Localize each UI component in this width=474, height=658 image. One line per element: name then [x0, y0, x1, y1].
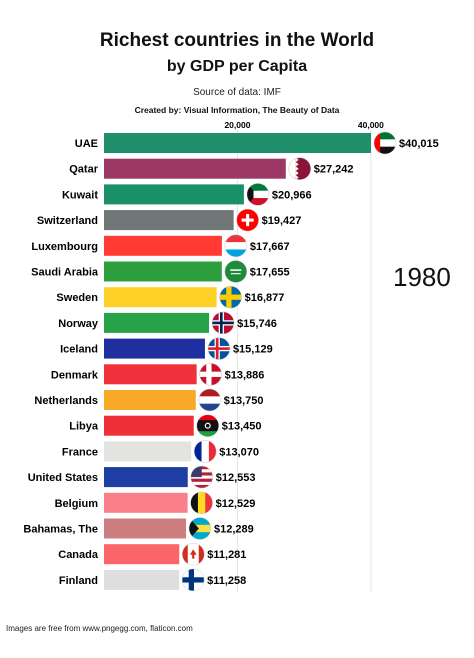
switzerland-flag-icon: [236, 209, 259, 232]
bar: [104, 364, 197, 385]
value-label: $19,427: [262, 215, 302, 227]
country-label: UAE: [75, 138, 98, 150]
bar-row: Iceland $15,129: [60, 337, 273, 360]
bar: [104, 261, 222, 282]
value-label: $13,450: [222, 421, 262, 433]
bar-row: Netherlands $13,750: [34, 388, 264, 412]
value-label: $17,655: [250, 267, 290, 279]
value-label: $12,553: [216, 472, 256, 484]
bar: [104, 569, 180, 590]
denmark-flag-icon: [199, 363, 222, 386]
value-label: $11,281: [207, 549, 246, 561]
bar-row: Saudi Arabia $17,655: [31, 260, 290, 283]
x-tick-label: 20,000: [224, 120, 250, 130]
chart-subtitle: by GDP per Capita: [166, 58, 308, 75]
bar: [104, 158, 286, 179]
bar: [104, 184, 244, 205]
country-label: Sweden: [56, 292, 98, 304]
luxembourg-flag-icon: [224, 234, 247, 257]
bar: [104, 390, 196, 410]
bar-row: Qatar $27,242: [69, 157, 354, 180]
belgium-flag-icon: [190, 491, 213, 514]
value-label: $17,667: [250, 241, 290, 253]
bar-row: Kuwait $20,966: [62, 183, 312, 206]
bar-row: Finland $11,258: [59, 568, 246, 592]
country-label: Denmark: [51, 369, 99, 381]
bar: [104, 544, 180, 565]
bar-row: Canada $11,281: [58, 542, 246, 566]
bar: [104, 415, 194, 436]
bar: [104, 338, 205, 359]
x-tick-label: 40,000: [358, 120, 384, 130]
data-source: Source of data: IMF: [193, 87, 281, 98]
country-label: United States: [28, 472, 98, 484]
bar-row: Norway $15,746: [58, 311, 277, 335]
bar-row: UAE $40,015: [75, 131, 439, 155]
bar: [104, 287, 217, 308]
bar-row: Denmark $13,886: [51, 363, 265, 386]
value-label: $15,129: [233, 344, 273, 356]
country-label: Luxembourg: [31, 241, 98, 253]
sweden-flag-icon: [219, 286, 242, 309]
value-label: $12,289: [214, 524, 254, 536]
bar-row: Belgium $12,529: [55, 491, 256, 515]
bar-row: Sweden $16,877: [56, 285, 285, 309]
bar-row: France $13,070: [62, 440, 259, 463]
bar: [104, 492, 188, 513]
bar: [104, 518, 186, 539]
chart-title: Richest countries in the World: [99, 30, 375, 51]
libya-flag-icon: [196, 414, 219, 437]
canada-flag-icon: [182, 543, 205, 566]
bar: [104, 210, 234, 231]
country-label: Norway: [58, 318, 99, 330]
bar-row: Switzerland $19,427: [37, 208, 302, 232]
netherlands-flag-icon: [198, 389, 221, 411]
bar-row: Libya $13,450: [69, 414, 262, 437]
value-label: $11,258: [207, 575, 246, 587]
country-label: France: [62, 446, 98, 458]
value-label: $13,070: [219, 446, 259, 458]
country-label: Bahamas, The: [23, 524, 98, 536]
footer-note: Images are free from www.pngegg.com, fla…: [6, 624, 193, 633]
country-label: Iceland: [60, 344, 98, 356]
year-label: 1980: [393, 262, 451, 292]
norway-flag-icon: [212, 311, 235, 334]
bar: [104, 235, 222, 256]
country-label: Qatar: [69, 164, 98, 176]
france-flag-icon: [194, 440, 217, 463]
country-label: Belgium: [55, 498, 99, 510]
value-label: $16,877: [245, 292, 285, 304]
value-label: $13,886: [225, 369, 265, 381]
bar-row: United States $12,553: [28, 465, 256, 489]
country-label: Netherlands: [34, 395, 98, 407]
bar-row: Luxembourg $17,667: [31, 234, 290, 258]
bar: [104, 467, 188, 488]
value-label: $27,242: [314, 164, 354, 176]
united-states-flag-icon: [190, 466, 213, 489]
saudi-arabia-flag-icon: [224, 260, 247, 283]
chart-credit: Created by: Visual Information, The Beau…: [134, 105, 340, 115]
bahamas-flag-icon: [188, 517, 211, 540]
country-label: Kuwait: [62, 189, 98, 201]
value-label: $20,966: [272, 189, 312, 201]
iceland-flag-icon: [207, 337, 230, 360]
country-label: Libya: [69, 421, 99, 433]
country-label: Saudi Arabia: [31, 267, 99, 279]
country-label: Canada: [58, 549, 99, 561]
value-label: $13,750: [224, 395, 264, 407]
bar: [104, 312, 210, 333]
value-label: $15,746: [237, 318, 277, 330]
bar-row: Bahamas, The $12,289: [23, 517, 254, 540]
uae-flag-icon: [374, 132, 396, 154]
value-label: $40,015: [399, 138, 439, 150]
bar: [104, 133, 371, 153]
bar: [104, 441, 192, 462]
value-label: $12,529: [216, 498, 256, 510]
country-label: Finland: [59, 575, 98, 587]
qatar-flag-icon: [288, 157, 311, 180]
country-label: Switzerland: [37, 215, 98, 227]
finland-flag-icon: [182, 568, 205, 591]
